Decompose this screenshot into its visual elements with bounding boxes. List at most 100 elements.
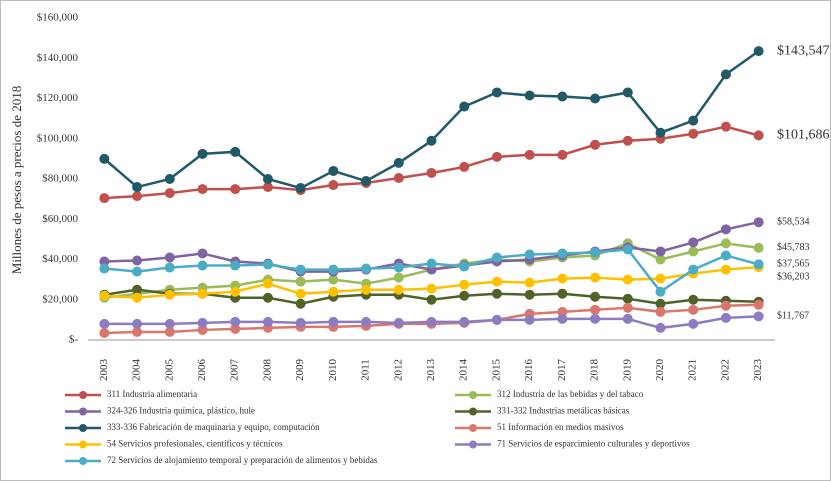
value-label: $36,203: [777, 272, 810, 283]
point: [230, 316, 241, 327]
point: [655, 246, 666, 257]
point: [393, 272, 404, 283]
point: [688, 294, 699, 305]
legend-marker: [469, 391, 477, 399]
point: [720, 264, 731, 275]
legend-label: 54 Servicios profesionales, científicos …: [107, 439, 283, 449]
x-tick-label: 2013: [425, 359, 437, 382]
y-tick-label: $100,000: [37, 132, 79, 144]
point: [132, 191, 143, 202]
point: [688, 318, 699, 329]
x-tick-label: 2021: [687, 359, 699, 381]
point: [164, 188, 175, 199]
point: [491, 276, 502, 287]
value-label: $45,783: [777, 242, 810, 253]
point: [197, 288, 208, 299]
point: [361, 284, 372, 295]
point: [688, 246, 699, 257]
point: [426, 283, 437, 294]
point: [590, 139, 601, 150]
point: [524, 149, 535, 160]
point: [688, 237, 699, 248]
point: [328, 316, 339, 327]
x-tick-label: 2016: [523, 359, 535, 382]
point: [524, 249, 535, 260]
point: [459, 261, 470, 272]
point: [164, 252, 175, 263]
point: [99, 263, 110, 274]
legend-marker: [469, 424, 477, 432]
point: [753, 130, 764, 141]
legend-label: 331-332 Industrias metálicas básicas: [497, 406, 630, 416]
point: [688, 115, 699, 126]
y-axis-title: Millones de pesos a precios de 2018: [9, 86, 24, 274]
point: [557, 91, 568, 102]
point: [393, 157, 404, 168]
point: [557, 288, 568, 299]
legend-marker: [79, 391, 87, 399]
point: [622, 274, 633, 285]
x-tick-label: 2008: [261, 359, 273, 382]
point: [655, 273, 666, 284]
point: [361, 316, 372, 327]
x-tick-label: 2017: [556, 359, 568, 382]
point: [132, 182, 143, 193]
point: [622, 293, 633, 304]
point: [622, 135, 633, 146]
point: [688, 264, 699, 275]
point: [688, 304, 699, 315]
point: [459, 279, 470, 290]
point: [491, 288, 502, 299]
point: [393, 284, 404, 295]
point: [361, 176, 372, 187]
point: [328, 264, 339, 275]
point: [230, 260, 241, 271]
legend-label: 72 Servicios de alojamiento temporal y p…: [107, 455, 378, 465]
x-tick-label: 2015: [490, 359, 502, 382]
value-label: $37,565: [777, 259, 810, 270]
point: [262, 182, 273, 193]
y-tick-label: $140,000: [37, 52, 79, 64]
point: [557, 149, 568, 160]
point: [753, 311, 764, 322]
x-tick-label: 2014: [458, 359, 470, 382]
point: [590, 93, 601, 104]
point: [197, 248, 208, 259]
value-label: $101,686: [777, 128, 830, 143]
x-tick-label: 2022: [719, 359, 731, 381]
point: [328, 274, 339, 285]
point: [590, 304, 601, 315]
point: [426, 316, 437, 327]
x-tick-label: 2019: [621, 359, 633, 382]
y-tick-label: $80,000: [42, 173, 78, 185]
point: [328, 165, 339, 176]
point: [491, 151, 502, 162]
x-tick-label: 2010: [327, 359, 339, 382]
legend-label: 312 Industria de las bebidas y del tabac…: [497, 389, 644, 399]
point: [753, 217, 764, 228]
legend-label: 51 Información en medios masivos: [497, 422, 624, 432]
legend-marker: [79, 424, 87, 432]
point: [393, 172, 404, 183]
x-tick-label: 2007: [229, 359, 241, 382]
point: [230, 286, 241, 297]
point: [164, 318, 175, 329]
point: [524, 289, 535, 300]
point: [295, 183, 306, 194]
point: [295, 264, 306, 275]
point: [262, 278, 273, 289]
legend-marker: [469, 440, 477, 449]
y-tick-label: $160,000: [37, 12, 79, 24]
legend-marker: [79, 457, 87, 465]
point: [524, 314, 535, 325]
point: [393, 317, 404, 328]
point: [720, 69, 731, 80]
point: [361, 263, 372, 274]
point: [655, 254, 666, 265]
legend-label: 311 Industria alimentaria: [107, 389, 197, 399]
point: [491, 314, 502, 325]
x-tick-label: 2012: [392, 359, 404, 381]
point: [524, 277, 535, 288]
point: [295, 276, 306, 287]
point: [262, 174, 273, 184]
